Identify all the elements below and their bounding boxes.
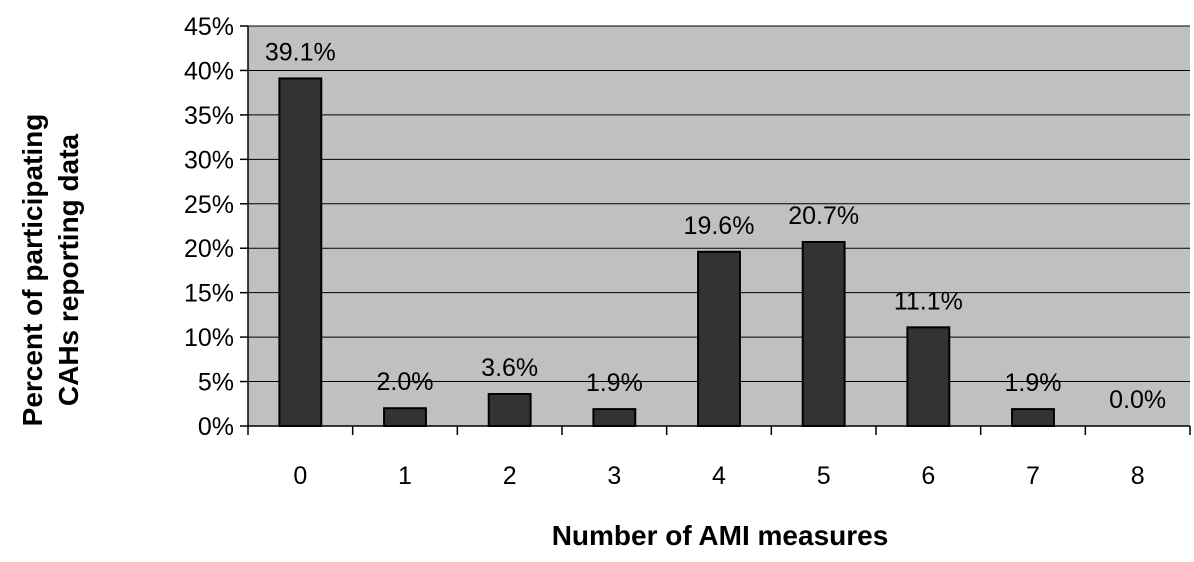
x-tick-label: 5 <box>817 462 831 490</box>
x-tick-label: 8 <box>1131 462 1145 490</box>
y-tick-label: 25% <box>184 191 234 219</box>
data-label: 2.0% <box>377 368 434 396</box>
x-tick-label: 2 <box>503 462 517 490</box>
x-tick-label: 4 <box>712 462 726 490</box>
bar <box>697 250 741 427</box>
data-label: 0.0% <box>1109 386 1166 414</box>
y-tick-label: 40% <box>184 57 234 85</box>
bar <box>801 241 846 427</box>
y-tick-label: 20% <box>184 235 234 263</box>
bar <box>592 408 637 428</box>
y-tick-label: 30% <box>184 146 234 174</box>
y-axis-title-line-2: CAHs reporting data <box>53 133 84 406</box>
y-axis-title-line-1: Percent of participating <box>17 114 48 427</box>
x-tick-label: 6 <box>921 462 935 490</box>
data-label: 39.1% <box>265 38 336 66</box>
y-tick-label: 35% <box>184 102 234 130</box>
data-label: 3.6% <box>481 354 538 382</box>
data-label: 1.9% <box>586 369 643 397</box>
bar <box>487 393 532 427</box>
x-axis-title: Number of AMI measures <box>552 520 889 551</box>
data-label: 19.6% <box>684 212 755 240</box>
bar <box>278 77 323 427</box>
y-tick-label: 10% <box>184 324 234 352</box>
bar <box>906 326 951 428</box>
bar <box>1011 408 1055 428</box>
y-tick-label: 15% <box>184 280 234 308</box>
bar <box>383 407 427 428</box>
y-tick-label: 45% <box>184 13 234 41</box>
y-tick-label: 0% <box>198 413 234 441</box>
y-axis-title: Percent of participating CAHs reporting … <box>17 114 84 427</box>
y-tick-label: 5% <box>198 369 234 397</box>
x-tick-label: 1 <box>398 462 412 490</box>
x-tick-label: 0 <box>293 462 307 490</box>
data-label: 20.7% <box>788 202 859 230</box>
x-tick-label: 3 <box>607 462 621 490</box>
x-tick-label: 7 <box>1026 462 1040 490</box>
data-label: 11.1% <box>894 287 963 315</box>
data-label: 1.9% <box>1005 369 1062 397</box>
